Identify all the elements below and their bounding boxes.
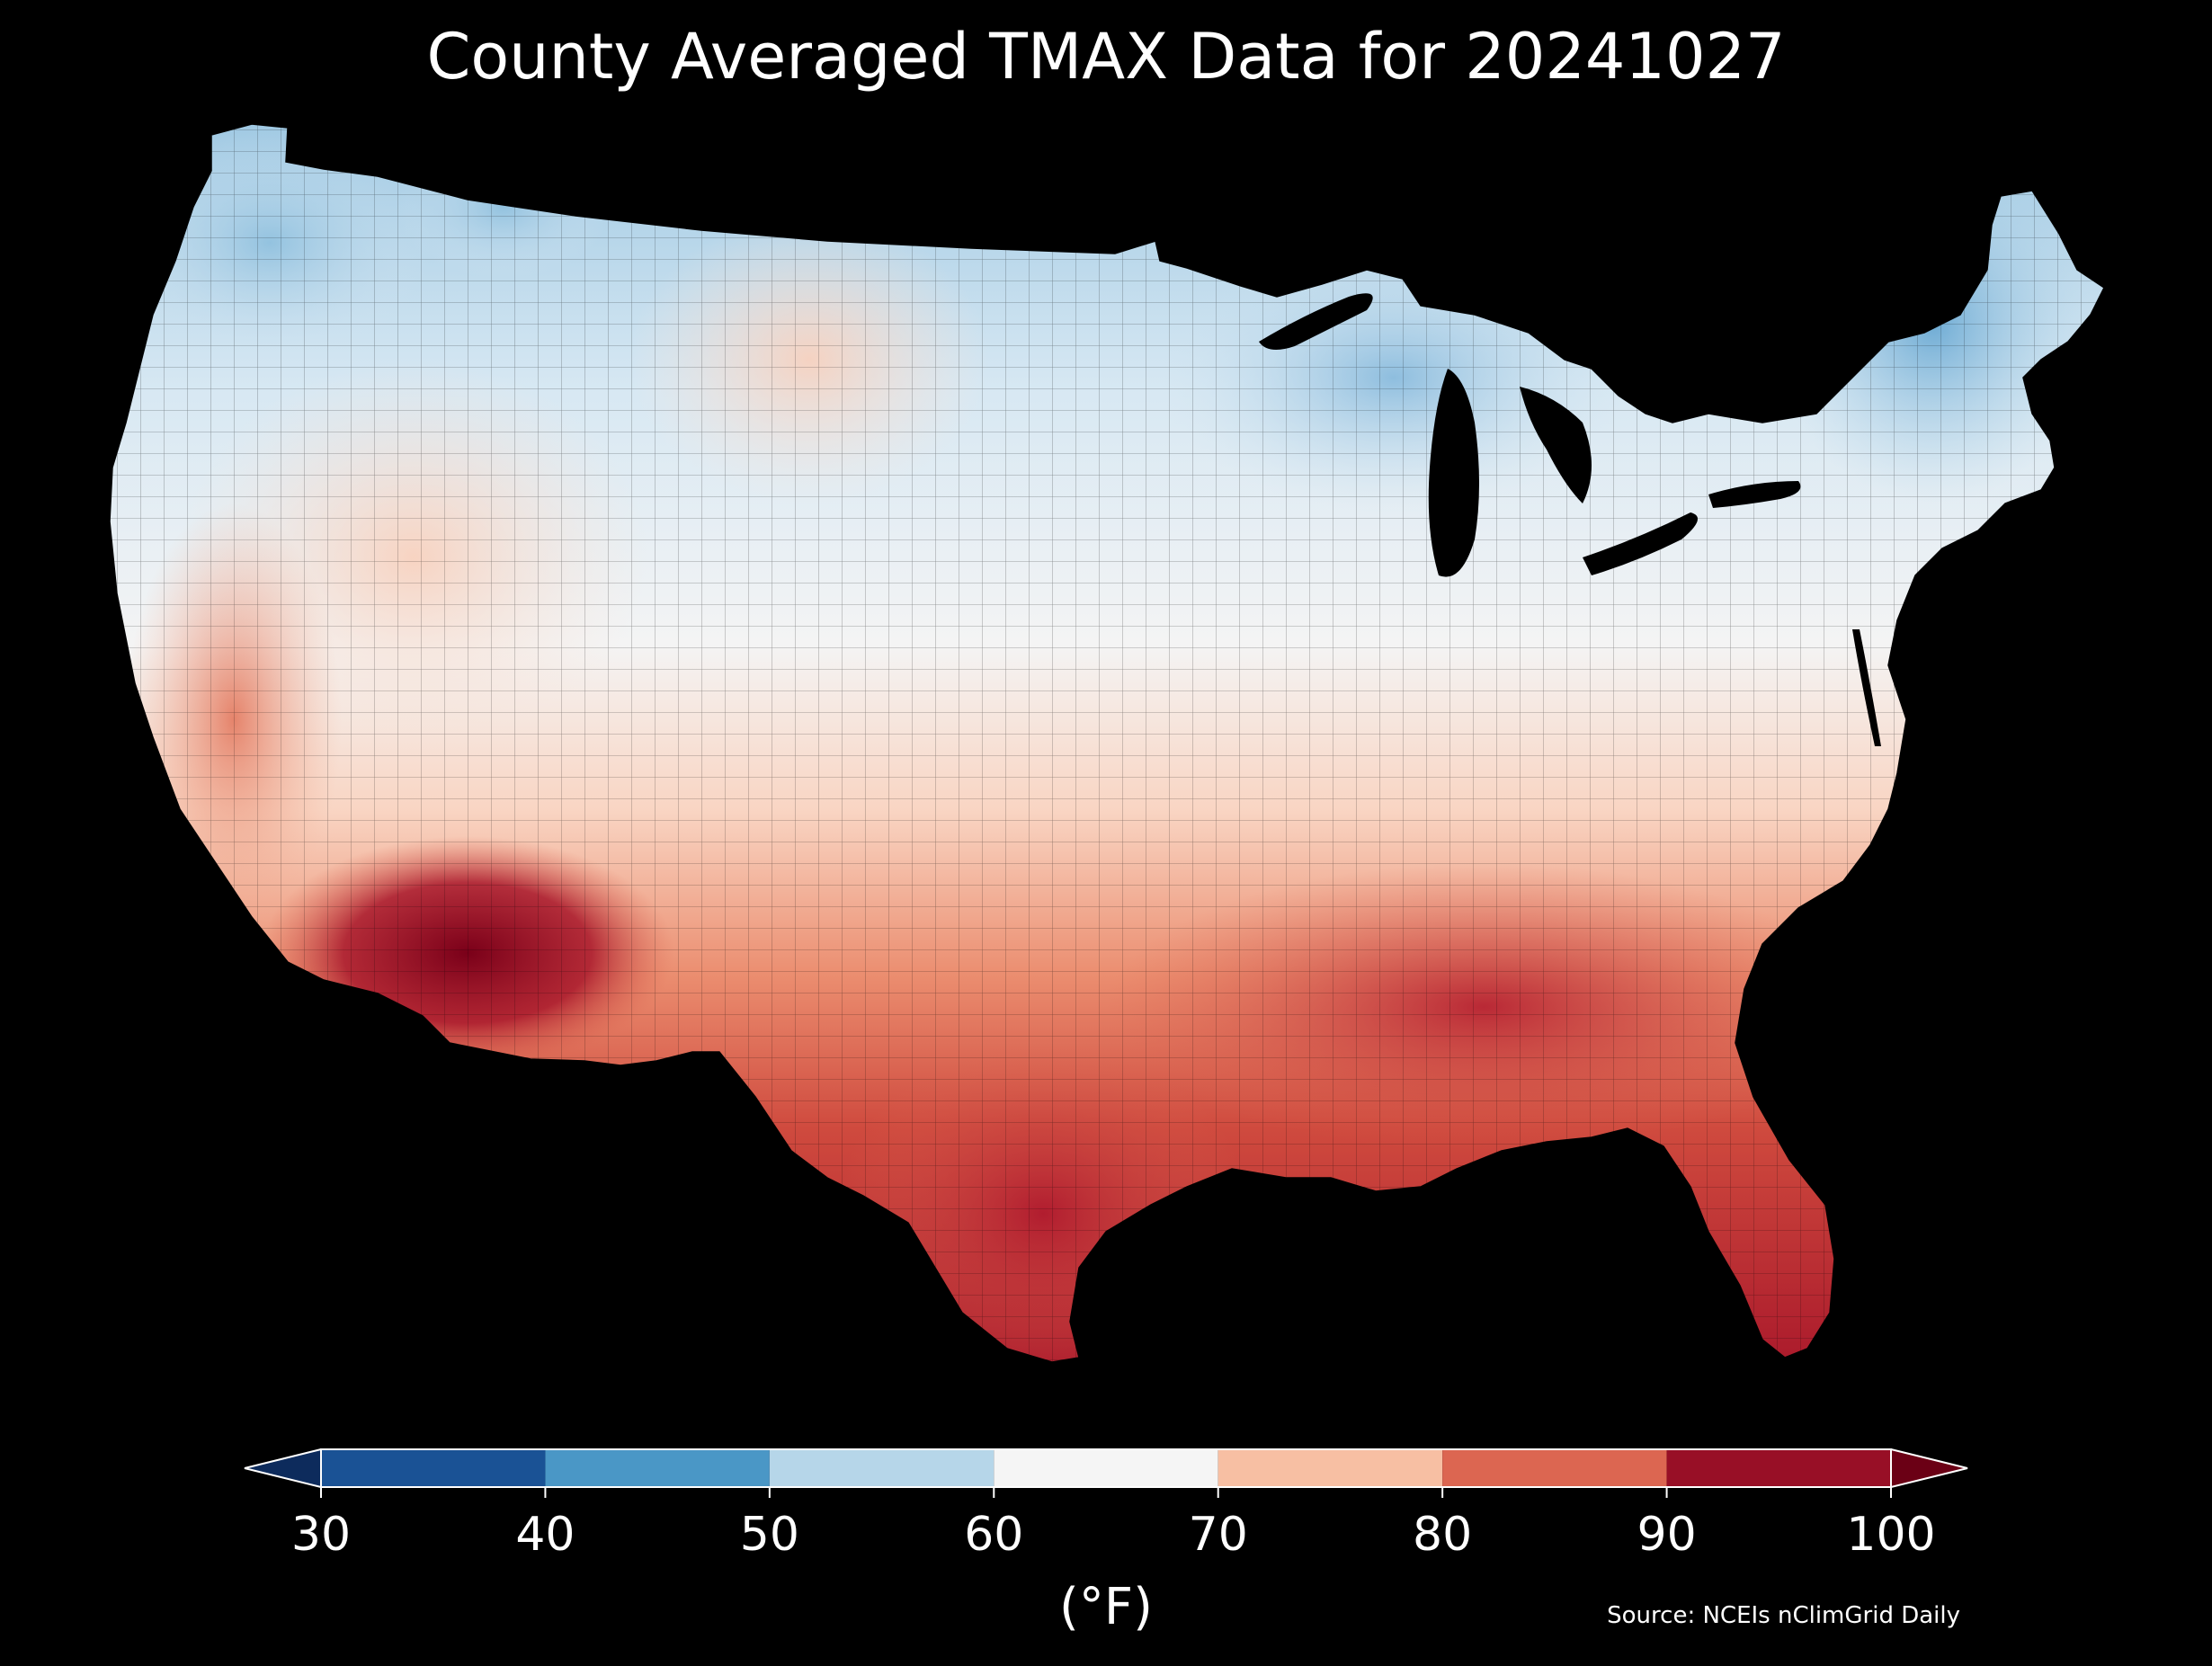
map-title: County Averaged TMAX Data for 20241027 <box>426 20 1786 94</box>
colorbar-bin-80-90 <box>1442 1449 1667 1487</box>
colorbar-bin-40-50 <box>545 1449 770 1487</box>
colorbar-bin-50-60 <box>769 1449 995 1487</box>
colorbar-tick-label: 100 <box>1846 1508 1935 1562</box>
chesapeake-bay <box>1852 629 1881 746</box>
colorbar-outline <box>320 1448 1892 1488</box>
lake-huron <box>1520 387 1592 503</box>
colorbar-under-outline <box>244 1448 322 1488</box>
colorbar-bin-60-70 <box>994 1449 1218 1487</box>
colorbar-tick-label: 30 <box>291 1508 351 1562</box>
lake-erie <box>1583 512 1698 575</box>
lake-michigan <box>1428 369 1479 577</box>
colorbar-tick-label: 50 <box>740 1508 799 1562</box>
colorbar-tick-label: 60 <box>964 1508 1023 1562</box>
colorbar-over-outline <box>1890 1448 1968 1488</box>
colorbar-bin-90-100 <box>1666 1449 1891 1487</box>
colorbar-ticks: 30 40 50 60 70 80 90 100 <box>291 1487 1936 1562</box>
lake-ontario <box>1708 481 1801 508</box>
colorbar-under-arrow <box>245 1449 321 1487</box>
colorbar-tick-label: 40 <box>515 1508 575 1562</box>
colorbar-tick-label: 70 <box>1189 1508 1248 1562</box>
colorbar-bins <box>321 1449 1891 1487</box>
colorbar-unit-label: (°F) <box>1059 1578 1153 1636</box>
colorbar-over-arrow <box>1891 1449 1967 1487</box>
lake-superior <box>1259 293 1373 350</box>
colorbar-bin-70-80 <box>1217 1449 1443 1487</box>
colorbar-tick-label: 80 <box>1413 1508 1472 1562</box>
colorbar-bin-30-40 <box>321 1449 546 1487</box>
colorbar-tick-label: 90 <box>1637 1508 1696 1562</box>
source-note: Source: NCEIs nClimGrid Daily <box>1607 1602 1960 1629</box>
